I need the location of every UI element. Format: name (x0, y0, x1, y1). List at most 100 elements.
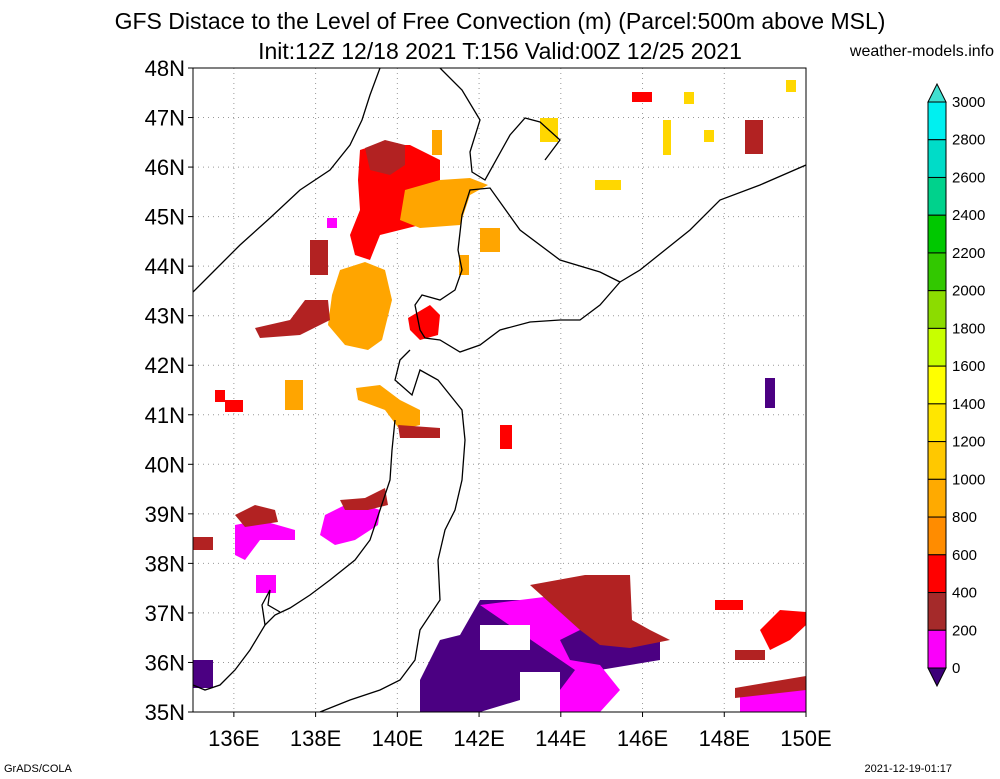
lfc-cell (285, 380, 303, 410)
coastline-sakhalin (439, 68, 561, 181)
lon-label: 150E (780, 726, 831, 751)
colorbar-swatch (927, 101, 947, 141)
lfc-region-brown-tsugaru (398, 425, 440, 438)
lfc-region-orange-tsugaru (356, 385, 420, 430)
lfc-cell (432, 130, 442, 155)
lfc-region-brown-pacific (530, 575, 670, 648)
lfc-cell (786, 80, 796, 92)
coastline-honshu-west (193, 419, 396, 691)
colorbar-label: 1000 (952, 471, 985, 488)
lfc-region-magenta-noto (235, 520, 295, 560)
lfc-cell (520, 672, 560, 700)
lfc-cell (480, 228, 500, 252)
colorbar-label: 2800 (952, 132, 985, 149)
colorbar-under-arrow (927, 667, 947, 688)
site-label[interactable]: weather-models.info (849, 43, 994, 60)
lfc-region-red-east (760, 610, 806, 650)
colorbar: 0 200 400 600 800 1000 1200 1400 1600 1800 2000 220… (927, 82, 985, 688)
lfc-region-brown-east-dot (735, 650, 765, 660)
lfc-cell (663, 120, 671, 155)
colorbar-label: 2200 (952, 245, 985, 262)
lfc-cell (745, 120, 763, 154)
lfc-cell (310, 240, 328, 275)
colorbar-swatch (927, 139, 947, 178)
lfc-region-red-north (350, 145, 440, 260)
colorbar-label: 0 (952, 660, 960, 677)
coastline-kurils (619, 164, 806, 283)
colorbar-swatch (927, 252, 947, 292)
lfc-region-orange-hokkaido-w (400, 178, 488, 228)
lfc-region-magenta-sado (320, 505, 380, 545)
chart-title: GFS Distace to the Level of Free Convect… (114, 8, 886, 34)
colorbar-swatch (927, 478, 947, 518)
longitude-labels: 136E 138E 140E 142E 144E 146E 148E 150E (208, 712, 832, 751)
lfc-region-brown-west (255, 300, 330, 338)
coastline-noto (261, 589, 281, 626)
coastline-asia-mainland (193, 68, 381, 293)
colorbar-label: 1200 (952, 434, 985, 451)
lon-label: 148E (699, 726, 750, 751)
lfc-region-brown-noto (235, 505, 278, 527)
lfc-region-brown-sw (193, 537, 213, 550)
footer-credit: GrADS/COLA (4, 763, 72, 775)
lat-label: 48N (145, 56, 185, 81)
lfc-cell (459, 255, 469, 275)
coastline-honshu-north (319, 349, 466, 712)
colorbar-swatch (927, 441, 947, 480)
coastlines (193, 68, 806, 712)
colorbar-swatch (927, 290, 947, 329)
lat-label: 41N (145, 403, 185, 428)
lfc-region-red-east-dot (715, 600, 743, 610)
lon-label: 138E (290, 726, 341, 751)
colorbar-swatch (927, 365, 947, 405)
colorbar-label: 2600 (952, 169, 985, 186)
lat-label: 40N (145, 452, 185, 477)
lat-label: 35N (145, 700, 185, 725)
coastline-hokkaido (414, 187, 622, 353)
lfc-cell (595, 180, 621, 190)
colorbar-label: 200 (952, 622, 977, 639)
lfc-region-red-oshima (408, 305, 440, 340)
lfc-cell (684, 92, 694, 104)
lat-label: 44N (145, 254, 185, 279)
colorbar-label: 1800 (952, 320, 985, 337)
colorbar-label: 800 (952, 509, 977, 526)
plot-frame (192, 67, 807, 713)
colorbar-label: 400 (952, 585, 977, 602)
lon-label: 144E (535, 726, 586, 751)
colorbar-swatch (927, 327, 947, 367)
lat-label: 37N (145, 601, 185, 626)
colorbar-label: 1400 (952, 396, 985, 413)
colorbar-swatch (927, 403, 947, 443)
footer-timestamp: 2021-12-19-01:17 (864, 763, 952, 775)
lat-label: 45N (145, 205, 185, 230)
colorbar-label: 1600 (952, 358, 985, 375)
colorbar-label: 2400 (952, 207, 985, 224)
lfc-cell (765, 378, 775, 408)
lfc-cell (704, 130, 714, 142)
lfc-region-brown-se (735, 676, 806, 698)
lon-label: 146E (617, 726, 668, 751)
chart-subtitle: Init:12Z 12/18 2021 T:156 Valid:00Z 12/2… (258, 38, 742, 64)
lat-label: 39N (145, 502, 185, 527)
lat-label: 42N (145, 353, 185, 378)
lfc-cell (215, 390, 225, 402)
colorbar-swatch (927, 592, 947, 631)
lat-label: 46N (145, 155, 185, 180)
lfc-region-magenta-wakasa (256, 575, 276, 593)
lfc-cell (327, 218, 337, 228)
colorbar-swatch (927, 629, 947, 669)
colorbar-over-arrow (927, 82, 947, 103)
lat-label: 38N (145, 551, 185, 576)
lon-label: 140E (372, 726, 423, 751)
lfc-region-brown-sado (340, 488, 388, 510)
lat-label: 43N (145, 304, 185, 329)
colorbar-swatch (927, 176, 947, 216)
lat-label: 47N (145, 106, 185, 131)
lfc-shading (193, 80, 806, 712)
lfc-cell (225, 400, 243, 412)
latitude-labels: 35N 36N 37N 38N 39N 40N 41N 42N 43N 44N 45N 46N 47N 4… (145, 56, 193, 725)
colorbar-label: 2000 (952, 283, 985, 300)
lfc-cell (193, 660, 213, 688)
